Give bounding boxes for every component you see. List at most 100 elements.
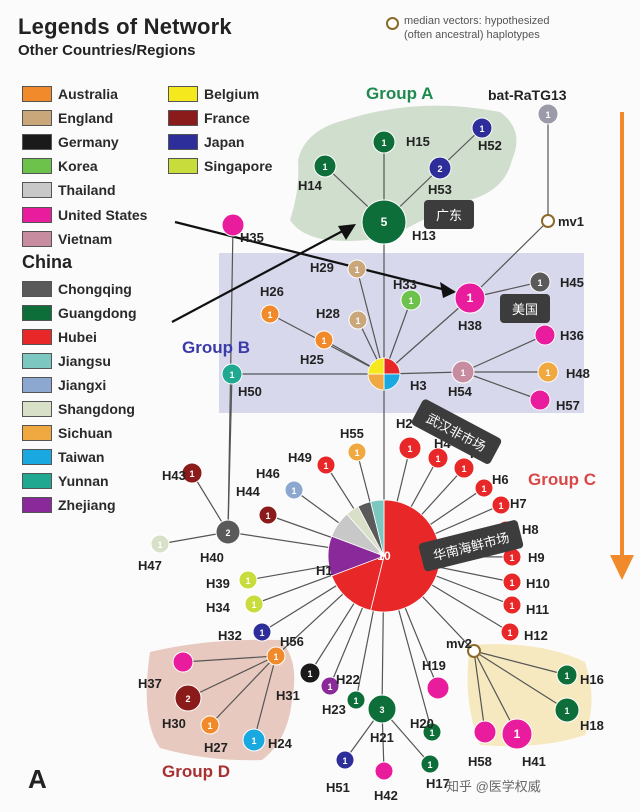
node-h57 — [529, 389, 551, 411]
node-h2-count: 1 — [407, 444, 412, 454]
label-h34: H34 — [206, 600, 231, 615]
legend-title: Legends of Network — [18, 14, 232, 39]
label-h35: H35 — [240, 230, 264, 245]
group-d-label: Group D — [162, 762, 230, 781]
node-h44 — [258, 505, 278, 525]
legend-swatch — [168, 158, 198, 174]
node-h7-count: 1 — [498, 501, 503, 511]
legend-label: England — [58, 110, 114, 126]
node-h14 — [313, 154, 337, 178]
node-h1-slice-1 — [331, 555, 385, 611]
legend-china-yunnan: Yunnan — [22, 473, 109, 489]
legend-label: Thailand — [58, 182, 116, 198]
edge-mv2-h18 — [473, 650, 568, 711]
label-h41: H41 — [522, 754, 546, 769]
legend-country-belgium: Belgium — [168, 86, 259, 102]
node-h4 — [427, 447, 449, 469]
legend-label: Japan — [204, 134, 245, 150]
label-h48: H48 — [566, 366, 590, 381]
node-h18 — [554, 697, 580, 723]
label-h54: H54 — [448, 384, 473, 399]
legend-swatch — [168, 134, 198, 150]
label-h55: H55 — [340, 426, 364, 441]
node-h56 — [266, 646, 286, 666]
legend-swatch — [22, 377, 52, 393]
label-h3: H3 — [410, 378, 427, 393]
median-vector-note: median vectors: hypothesized (often ance… — [386, 14, 596, 42]
edge-h50-h40 — [227, 373, 233, 533]
legend-label: Vietnam — [58, 231, 113, 247]
label-h56: H56 — [280, 634, 304, 649]
label-mv2: mv2 — [446, 636, 472, 651]
label-h9: H9 — [528, 550, 545, 565]
node-h19 — [426, 676, 450, 700]
legend-swatch — [22, 207, 52, 223]
legend-swatch — [22, 134, 52, 150]
label-h51: H51 — [326, 780, 350, 795]
node-h3-slice-3 — [367, 357, 385, 375]
node-h34-count: 1 — [251, 600, 256, 610]
edge-mv2-h16 — [473, 650, 568, 676]
node-h20 — [422, 722, 442, 742]
node-h4-count: 1 — [435, 454, 440, 464]
label-mv1: mv1 — [558, 214, 584, 229]
node-h23 — [346, 690, 366, 710]
node-h24-count: 1 — [251, 736, 256, 746]
node-h15 — [372, 130, 396, 154]
node-h43 — [181, 462, 203, 484]
watermark: 知乎 @医学权威 — [446, 779, 541, 794]
node-h53-count: 2 — [437, 164, 442, 174]
edge-mv1-h38 — [469, 220, 549, 299]
node-mv2 — [467, 644, 481, 658]
legend-swatch — [22, 425, 52, 441]
legend-label: France — [204, 110, 250, 126]
node-h26-count: 1 — [267, 310, 272, 320]
node-h16 — [556, 664, 578, 686]
legend-country-thailand: Thailand — [22, 182, 116, 198]
label-h45: H45 — [560, 275, 584, 290]
node-h22 — [320, 676, 340, 696]
arrow-guangdong-line — [171, 225, 353, 323]
legend-label: United States — [58, 207, 148, 223]
node-h41-count: 1 — [514, 727, 521, 741]
node-h24 — [242, 728, 266, 752]
node-h52-count: 1 — [479, 124, 484, 134]
node-h41 — [501, 718, 533, 750]
legend: Legends of Network Other Countries/Regio… — [18, 14, 348, 59]
node-h52 — [471, 117, 493, 139]
group-a-area — [290, 105, 517, 241]
legend-china-taiwan: Taiwan — [22, 449, 104, 465]
edge-h56-h37 — [182, 655, 277, 663]
legend-china-hubei: Hubei — [22, 329, 97, 345]
legend-country-germany: Germany — [22, 134, 119, 150]
node-h46 — [284, 480, 304, 500]
node-h10 — [502, 572, 522, 592]
legend-swatch — [22, 110, 52, 126]
node-h17-count: 1 — [427, 760, 432, 770]
node-h7 — [491, 495, 511, 515]
legend-swatch — [22, 86, 52, 102]
label-h25: H25 — [300, 352, 324, 367]
legend-swatch — [22, 401, 52, 417]
legend-swatch — [22, 329, 52, 345]
node-h11 — [502, 595, 522, 615]
node-h51 — [335, 750, 355, 770]
label-h39: H39 — [206, 576, 230, 591]
label-h1: H1 — [316, 563, 333, 578]
legend-country-korea: Korea — [22, 158, 98, 174]
node-h51-count: 1 — [342, 756, 347, 766]
legend-label: Australia — [58, 86, 118, 102]
node-h46-count: 1 — [291, 486, 296, 496]
legend-label: Jiangsu — [58, 353, 111, 369]
node-h48-count: 1 — [545, 368, 550, 378]
legend-china-guangdong: Guangdong — [22, 305, 137, 321]
label-h32: H32 — [218, 628, 242, 643]
node-h40-count: 2 — [225, 528, 230, 538]
label-h52: H52 — [478, 138, 502, 153]
node-h37 — [172, 651, 194, 673]
node-h38-count: 1 — [467, 291, 474, 305]
label-h47: H47 — [138, 558, 162, 573]
node-h53 — [428, 156, 452, 180]
node-h15-count: 1 — [381, 138, 386, 148]
node-h33 — [400, 289, 422, 311]
